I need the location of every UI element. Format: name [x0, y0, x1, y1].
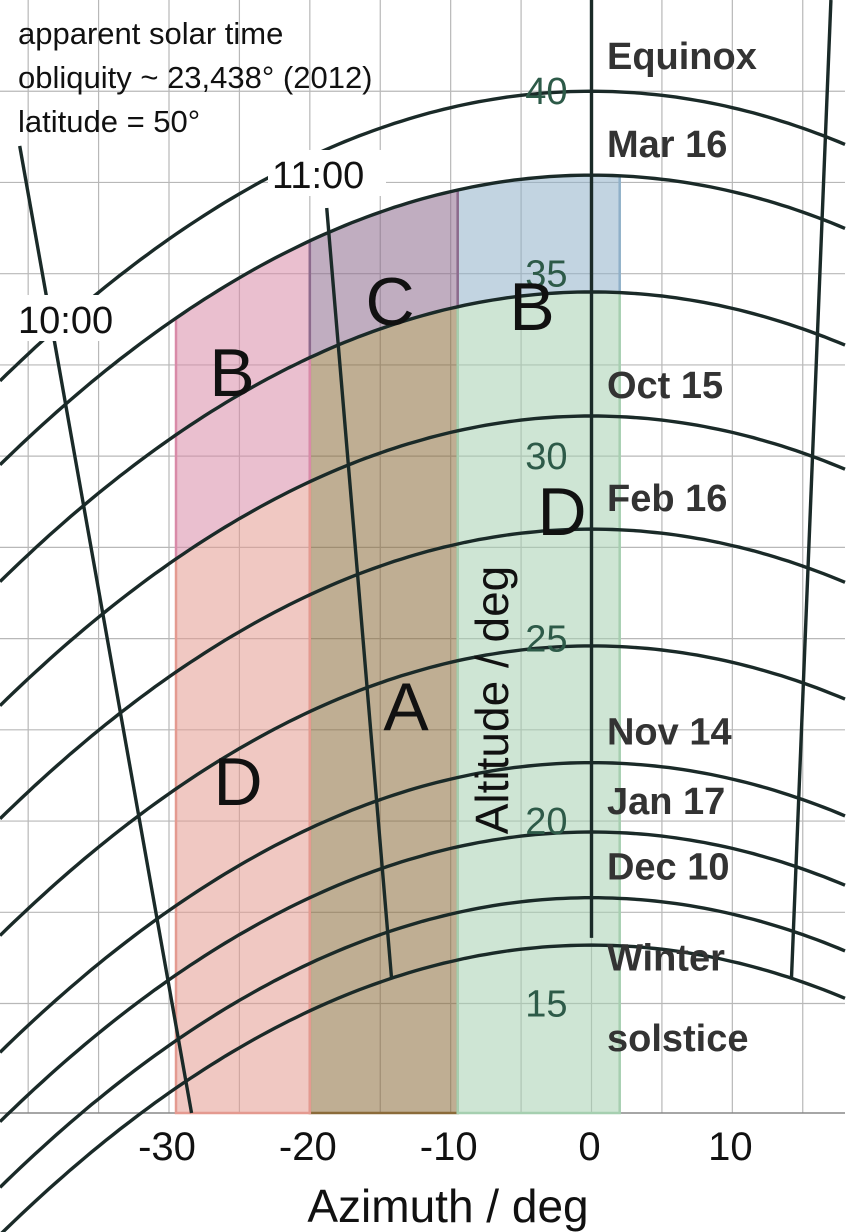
date-label: Equinox [607, 36, 757, 78]
date-curve [0, 830, 846, 1123]
date-curve [0, 89, 846, 383]
info-line-1: apparent solar time [18, 16, 283, 51]
date-curve [0, 173, 846, 467]
date-label: Mar 16 [607, 124, 727, 166]
hour-label-bg [268, 150, 386, 196]
y-tick-label: 15 [525, 984, 567, 1026]
region-letter: D [213, 744, 262, 820]
date-label: solstice [607, 1018, 749, 1060]
y-tick-label: 20 [525, 801, 567, 843]
y-tick-label: 25 [525, 619, 567, 661]
y-tick-label: 40 [525, 71, 567, 113]
x-tick-label: -10 [420, 1125, 478, 1169]
date-curve [0, 290, 846, 583]
region-letter: B [509, 269, 554, 345]
labels: -30 -20 -10 0 10 15 20 25 30 35 40 Equinox Mar 16 Oct… [14, 36, 757, 1169]
x-tick-label: -30 [138, 1125, 196, 1169]
hour-label-bg [14, 295, 132, 341]
region-letter: B [209, 335, 254, 411]
date-curve [0, 414, 846, 707]
date-label: Dec 10 [607, 847, 730, 889]
info-line-3: latitude = 50° [18, 104, 200, 139]
date-curve [0, 527, 846, 821]
date-curve [0, 644, 846, 937]
hour-line [325, 207, 394, 979]
date-label: Feb 16 [607, 478, 727, 520]
hour-label: 10:00 [18, 300, 113, 342]
region-letter: C [365, 264, 414, 340]
y-tick-label: 35 [525, 254, 567, 296]
x-axis-label: Azimuth / deg [307, 1180, 588, 1232]
regions [174, 173, 621, 1115]
date-curves [0, 89, 846, 1232]
x-tick-label: -20 [279, 1125, 337, 1169]
date-curve [0, 943, 846, 1232]
info-line-2: obliquity ~ 23,438° (2012) [18, 60, 373, 95]
date-label: Winter [607, 938, 725, 980]
date-curve [0, 896, 846, 1189]
hour-lines [18, 0, 833, 1114]
date-label: Jan 17 [607, 781, 725, 823]
y-axis-label: Altitude / deg [466, 566, 518, 835]
hour-label: 11:00 [272, 155, 364, 197]
hour-line [789, 0, 833, 979]
x-tick-label: 0 [578, 1125, 600, 1169]
x-tick-label: 10 [708, 1125, 753, 1169]
date-label: Nov 14 [607, 712, 732, 754]
date-curve [0, 761, 846, 1054]
region-letter: D [537, 474, 586, 550]
y-tick-label: 30 [525, 436, 567, 478]
hour-line [18, 145, 194, 1114]
region-letter: A [383, 669, 429, 745]
date-label: Oct 15 [607, 365, 723, 407]
